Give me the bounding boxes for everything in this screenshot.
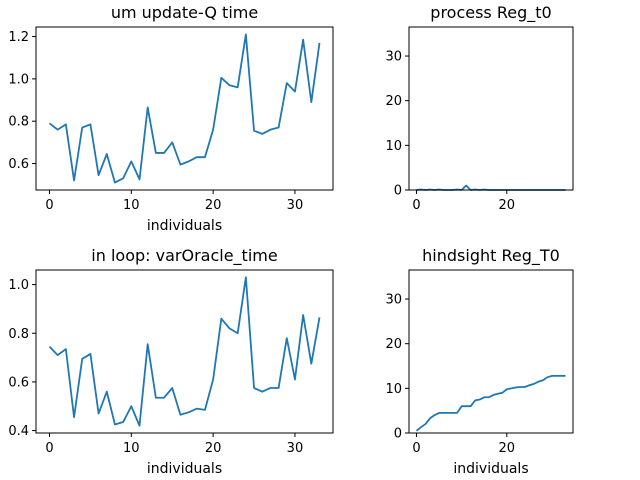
y-tick-label: 30 — [385, 50, 402, 65]
x-axis-label: individuals — [147, 461, 222, 477]
x-tick-label: 30 — [287, 441, 304, 456]
subplot-title: in loop: varOracle_time — [91, 246, 277, 266]
x-tick-label: 20 — [205, 441, 222, 456]
x-tick-label: 10 — [123, 441, 140, 456]
series-line — [415, 374, 566, 432]
x-tick-label: 0 — [412, 198, 420, 213]
x-tick-label: 20 — [205, 198, 222, 213]
axes-frame — [408, 269, 574, 434]
y-tick-label: 1.0 — [8, 278, 29, 293]
y-tick-label: 0.4 — [8, 424, 29, 439]
y-tick-label: 0.6 — [8, 157, 29, 172]
x-tick-label: 0 — [45, 441, 53, 456]
axes-frame — [408, 26, 574, 191]
x-tick-label: 20 — [499, 198, 516, 213]
subplot-title: process Reg_t0 — [430, 3, 551, 23]
x-tick-label: 10 — [123, 198, 140, 213]
x-tick-label: 30 — [287, 198, 304, 213]
axes-frame — [35, 269, 334, 434]
y-tick-label: 1.0 — [8, 72, 29, 87]
subplot-1: process Reg_t0 0 20 0 10 20 30 — [385, 3, 574, 213]
y-tick-label: 0.8 — [8, 327, 29, 342]
y-tick-label: 10 — [385, 382, 402, 397]
subplot-2: in loop: varOracle_time 0 10 20 30 0.4 0.6 0.8 1… — [8, 246, 334, 477]
series-line — [48, 276, 321, 427]
y-tick-label: 0.6 — [8, 375, 29, 390]
series-line — [48, 33, 321, 184]
y-tick-label: 20 — [385, 337, 402, 352]
y-tick-label: 0 — [394, 427, 402, 442]
y-tick-label: 0 — [394, 184, 402, 199]
y-tick-label: 1.2 — [8, 30, 29, 45]
x-tick-label: 20 — [499, 441, 516, 456]
x-tick-label: 0 — [412, 441, 420, 456]
y-tick-label: 30 — [385, 293, 402, 308]
subplot-title: um update-Q time — [111, 3, 258, 22]
x-axis-label: individuals — [453, 461, 528, 477]
series-line — [416, 184, 566, 191]
axes-frame — [35, 26, 334, 191]
subplot-0: um update-Q time 0 10 20 30 0.6 0.8 1.0 1.2 indiv… — [8, 3, 334, 234]
y-tick-label: 0.8 — [8, 115, 29, 130]
x-tick-label: 0 — [45, 198, 53, 213]
subplot-title: hindsight Reg_T0 — [422, 246, 560, 266]
y-tick-label: 10 — [385, 139, 402, 154]
x-axis-label: individuals — [147, 218, 222, 234]
subplot-3: hindsight Reg_T0 0 20 0 10 20 30 individuals — [385, 246, 574, 477]
y-tick-label: 20 — [385, 94, 402, 109]
